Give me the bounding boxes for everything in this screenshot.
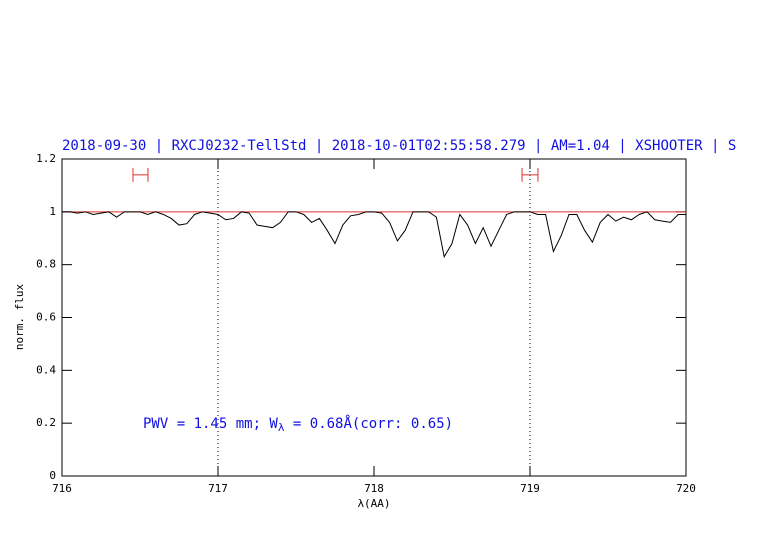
annotation-text: PWV = 1.45 mm; W — [143, 416, 278, 432]
x-axis-label: λ(AA) — [357, 497, 390, 510]
x-tick-label: 720 — [676, 482, 696, 495]
spectrum-line — [62, 211, 686, 259]
y-axis-label: norm. flux — [13, 284, 26, 351]
y-tick-label: 0 — [49, 469, 56, 482]
x-tick-label: 716 — [52, 482, 72, 495]
chart-title: 2018-09-30 | RXCJ0232-TellStd | 2018-10-… — [62, 138, 736, 154]
annotation-subscript: λ — [278, 421, 285, 434]
y-tick-label: 1 — [49, 205, 56, 218]
y-tick-label: 0.4 — [36, 363, 56, 376]
y-tick-label: 0.2 — [36, 416, 56, 429]
y-tick-label: 0.6 — [36, 311, 56, 324]
annotation: PWV = 1.45 mm; Wλ = 0.68Å(corr: 0.65) — [143, 415, 453, 434]
y-tick-label: 0.8 — [36, 258, 56, 271]
y-tick-label: 1.2 — [36, 152, 56, 165]
x-tick-label: 717 — [208, 482, 228, 495]
annotation-text: = 0.68Å(corr: 0.65) — [284, 415, 453, 432]
x-tick-label: 719 — [520, 482, 540, 495]
x-tick-label: 718 — [364, 482, 384, 495]
